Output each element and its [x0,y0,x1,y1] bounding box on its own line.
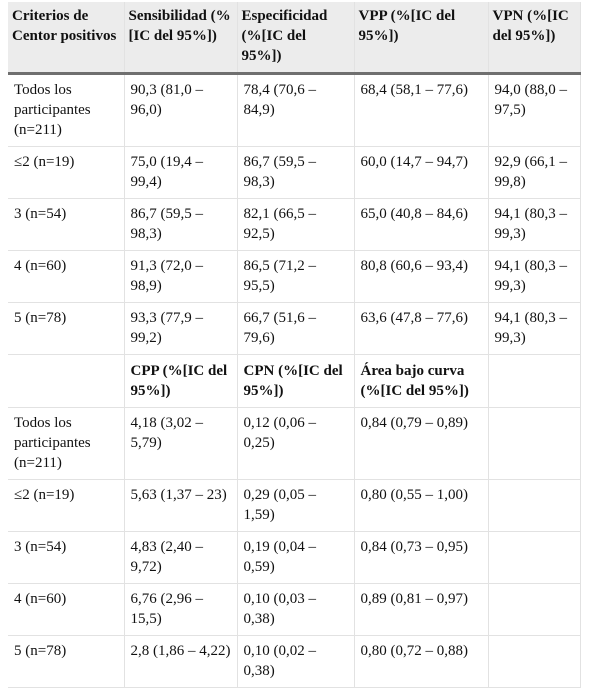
header-row: Criterios de Centor positivos Sensibilid… [8,2,581,75]
cell-cpp: 4,18 (3,02 – 5,79) [124,407,238,480]
table-row: ≤2 (n=19) 75,0 (19,4 – 99,4) 86,7 (59,5 … [8,146,581,199]
cell-empty [488,407,581,480]
cell-sensibilidad: 91,3 (72,0 – 98,9) [124,250,238,303]
cell-empty [488,583,581,636]
header-criterios: Criterios de Centor positivos [8,2,125,75]
results-table: Criterios de Centor positivos Sensibilid… [8,2,581,688]
table-row: ≤2 (n=19) 5,63 (1,37 – 23) 0,29 (0,05 – … [8,479,581,532]
cell-vpn: 94,1 (80,3 – 99,3) [488,198,581,251]
cell-especificidad: 66,7 (51,6 – 79,6) [237,302,355,355]
subheader-row: CPP (%[IC del 95%]) CPN (%[IC del 95%]) … [8,354,581,408]
cell-empty [488,479,581,532]
subheader-empty [8,354,125,408]
cell-vpn: 92,9 (66,1 – 99,8) [488,146,581,199]
cell-vpp: 63,6 (47,8 – 77,6) [354,302,489,355]
table-row: 5 (n=78) 2,8 (1,86 – 4,22) 0,10 (0,02 – … [8,635,581,688]
cell-vpp: 60,0 (14,7 – 94,7) [354,146,489,199]
cell-sensibilidad: 75,0 (19,4 – 99,4) [124,146,238,199]
table-row: Todos los participantes (n=211) 90,3 (81… [8,73,581,147]
cell-cpp: 4,83 (2,40 – 9,72) [124,531,238,584]
table-row: 3 (n=54) 4,83 (2,40 – 9,72) 0,19 (0,04 –… [8,531,581,584]
cell-empty [488,635,581,688]
row-label: ≤2 (n=19) [8,146,125,199]
cell-especificidad: 86,5 (71,2 – 95,5) [237,250,355,303]
cell-especificidad: 78,4 (70,6 – 84,9) [237,73,355,147]
row-label: 3 (n=54) [8,531,125,584]
subheader-cpn: CPN (%[IC del 95%]) [237,354,355,408]
header-vpp: VPP (%[IC del 95%]) [354,2,489,75]
cell-cpp: 5,63 (1,37 – 23) [124,479,238,532]
cell-auc: 0,89 (0,81 – 0,97) [354,583,489,636]
cell-vpn: 94,0 (88,0 – 97,5) [488,73,581,147]
cell-auc: 0,84 (0,73 – 0,95) [354,531,489,584]
row-label: 4 (n=60) [8,583,125,636]
cell-vpp: 80,8 (60,6 – 93,4) [354,250,489,303]
row-label: Todos los participantes (n=211) [8,407,125,480]
table-row: 4 (n=60) 6,76 (2,96 – 15,5) 0,10 (0,03 –… [8,583,581,636]
cell-auc: 0,80 (0,72 – 0,88) [354,635,489,688]
row-label: 5 (n=78) [8,635,125,688]
cell-cpn: 0,12 (0,06 – 0,25) [237,407,355,480]
cell-vpp: 65,0 (40,8 – 84,6) [354,198,489,251]
cell-cpn: 0,10 (0,02 – 0,38) [237,635,355,688]
table-row: 4 (n=60) 91,3 (72,0 – 98,9) 86,5 (71,2 –… [8,250,581,303]
table-row: 3 (n=54) 86,7 (59,5 – 98,3) 82,1 (66,5 –… [8,198,581,251]
cell-sensibilidad: 93,3 (77,9 – 99,2) [124,302,238,355]
table-row: Todos los participantes (n=211) 4,18 (3,… [8,407,581,480]
cell-vpp: 68,4 (58,1 – 77,6) [354,73,489,147]
cell-cpp: 2,8 (1,86 – 4,22) [124,635,238,688]
cell-auc: 0,80 (0,55 – 1,00) [354,479,489,532]
cell-vpn: 94,1 (80,3 – 99,3) [488,302,581,355]
row-label: 5 (n=78) [8,302,125,355]
cell-empty [488,531,581,584]
header-especificidad: Especificidad (%[IC del 95%]) [237,2,355,75]
row-label: ≤2 (n=19) [8,479,125,532]
cell-especificidad: 86,7 (59,5 – 98,3) [237,146,355,199]
row-label: 4 (n=60) [8,250,125,303]
cell-especificidad: 82,1 (66,5 – 92,5) [237,198,355,251]
cell-cpn: 0,19 (0,04 – 0,59) [237,531,355,584]
header-sensibilidad: Sensibilidad (% [IC del 95%]) [124,2,238,75]
cell-sensibilidad: 86,7 (59,5 – 98,3) [124,198,238,251]
cell-sensibilidad: 90,3 (81,0 – 96,0) [124,73,238,147]
table-row: 5 (n=78) 93,3 (77,9 – 99,2) 66,7 (51,6 –… [8,302,581,355]
subheader-auc: Área bajo curva (%[IC del 95%]) [354,354,489,408]
cell-auc: 0,84 (0,79 – 0,89) [354,407,489,480]
header-vpn: VPN (%[IC del 95%]) [488,2,581,75]
cell-cpp: 6,76 (2,96 – 15,5) [124,583,238,636]
cell-vpn: 94,1 (80,3 – 99,3) [488,250,581,303]
subheader-cpp: CPP (%[IC del 95%]) [124,354,238,408]
subheader-empty [488,354,581,408]
cell-cpn: 0,29 (0,05 – 1,59) [237,479,355,532]
cell-cpn: 0,10 (0,03 – 0,38) [237,583,355,636]
row-label: Todos los participantes (n=211) [8,73,125,147]
row-label: 3 (n=54) [8,198,125,251]
